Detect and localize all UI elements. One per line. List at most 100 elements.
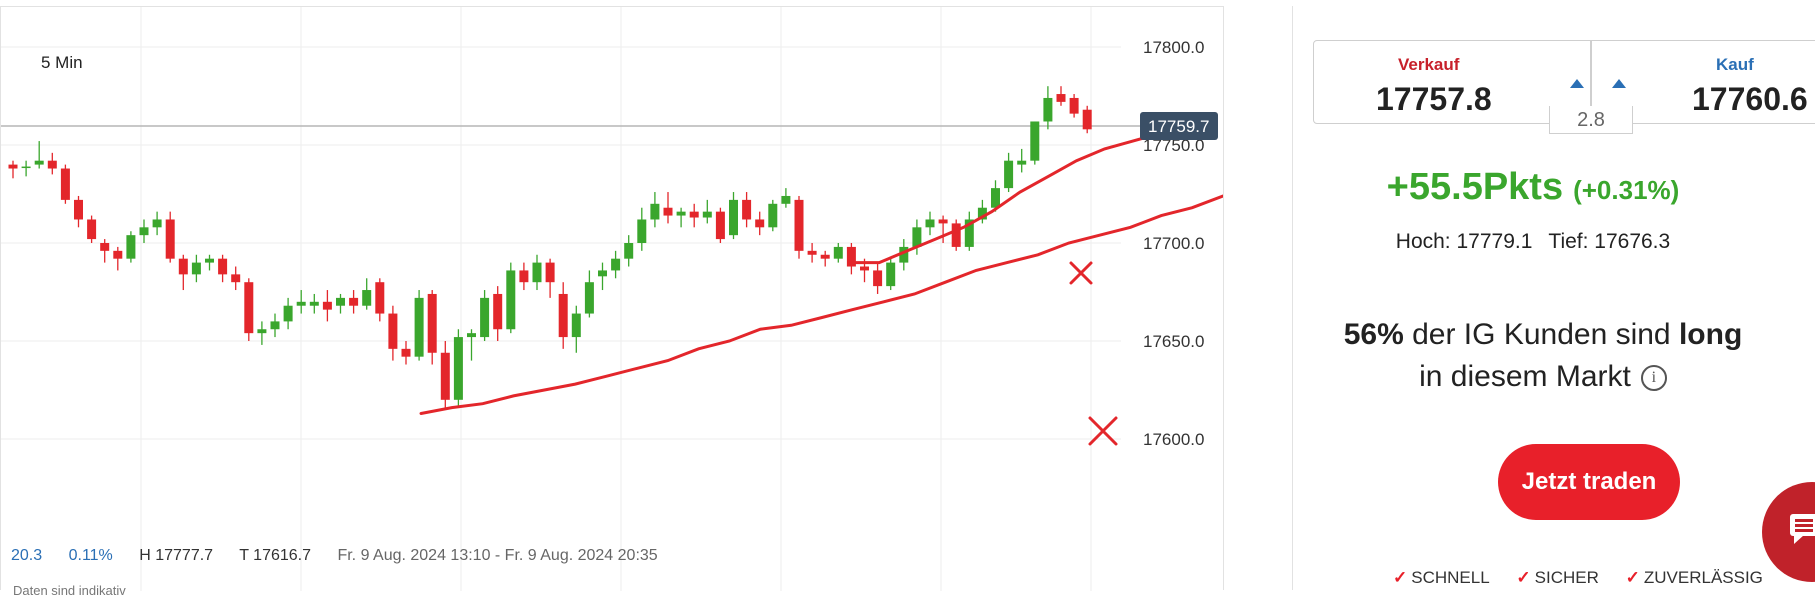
candle-down bbox=[440, 352, 450, 400]
candle-up bbox=[414, 297, 424, 357]
chat-icon bbox=[1790, 514, 1815, 544]
candle-down bbox=[60, 168, 70, 200]
sell-quote[interactable]: Verkauf 17757.8 bbox=[1313, 40, 1591, 124]
current-price-tag bbox=[1140, 111, 1218, 140]
candle-up bbox=[34, 160, 44, 165]
candle-down bbox=[401, 348, 411, 357]
chat-icon-line bbox=[1795, 529, 1813, 532]
candle-up bbox=[964, 219, 974, 247]
candle-up bbox=[21, 166, 31, 169]
candle-down bbox=[846, 246, 856, 267]
candle-up bbox=[729, 199, 738, 236]
candle-up bbox=[768, 203, 778, 228]
candle-down bbox=[951, 223, 961, 247]
chat-icon-line bbox=[1795, 519, 1813, 522]
candle-down bbox=[100, 243, 110, 251]
candle-down bbox=[388, 313, 398, 349]
y-tick-label: 17600.0 bbox=[1143, 430, 1204, 449]
x-mark bbox=[1069, 261, 1093, 285]
change-percent: (+0.31%) bbox=[1573, 175, 1680, 205]
candle-up bbox=[886, 262, 896, 287]
sentiment-text: der IG Kunden sind bbox=[1403, 318, 1679, 351]
stat-change: 20.3 bbox=[11, 547, 43, 564]
candle-up bbox=[991, 188, 1000, 208]
spread-value: 2.8 bbox=[1549, 106, 1633, 134]
candle-up bbox=[362, 290, 372, 306]
candle-up bbox=[1004, 160, 1014, 189]
stat-low: T 17616.7 bbox=[239, 547, 311, 564]
candle-down bbox=[375, 282, 385, 314]
candle-up bbox=[650, 203, 660, 220]
trade-panel: Verkauf 17757.8 Kauf 17760.6 2.8 +55.5Pk… bbox=[1292, 6, 1815, 590]
candle-up bbox=[296, 301, 306, 306]
buy-price: 17760.6 bbox=[1692, 81, 1808, 117]
candle-down bbox=[807, 250, 817, 255]
sentiment-percent: 56% bbox=[1343, 318, 1404, 351]
candle-down bbox=[873, 270, 883, 287]
candle-down bbox=[519, 270, 529, 283]
candle-down bbox=[742, 199, 752, 220]
candle-up bbox=[833, 246, 843, 259]
sell-price: 17757.8 bbox=[1376, 81, 1492, 117]
current-price-label: 17759.7 bbox=[1148, 117, 1209, 136]
up-triangle-icon bbox=[1612, 79, 1626, 88]
candle-up bbox=[1043, 97, 1053, 122]
candle-up bbox=[571, 313, 581, 338]
candle-up bbox=[336, 297, 345, 306]
candle-down bbox=[820, 254, 830, 259]
candle-up bbox=[611, 258, 621, 271]
candle-down bbox=[938, 219, 948, 224]
price-change: +55.5Pkts (+0.31%) bbox=[1293, 166, 1773, 209]
feature-label: SICHER bbox=[1534, 568, 1599, 587]
candle-up bbox=[925, 219, 935, 228]
timeframe-label[interactable]: 5 Min bbox=[41, 53, 83, 72]
chart-stats: 20.3 0.11% H 17777.7 T 17616.7 Fr. 9 Aug… bbox=[11, 547, 680, 565]
stat-high: H 17777.7 bbox=[139, 547, 214, 564]
overlay-line-fast bbox=[849, 131, 1163, 265]
candle-up bbox=[257, 329, 267, 334]
high-low: Hoch: 17779.1 Tief: 17676.3 bbox=[1293, 230, 1773, 254]
candle-up bbox=[506, 270, 516, 330]
check-icon: ✓ bbox=[1625, 568, 1640, 587]
client-sentiment: 56% der IG Kunden sind long in diesem Ma… bbox=[1293, 314, 1793, 398]
candle-up bbox=[532, 262, 542, 283]
candle-down bbox=[1056, 94, 1066, 102]
candle-up bbox=[283, 305, 293, 322]
candle-down bbox=[322, 301, 332, 310]
candle-down bbox=[558, 293, 568, 338]
chart-panel[interactable]: 17800.0 17750.0 17700.0 17650.0 17600.0 17759… bbox=[0, 6, 1224, 598]
candle-down bbox=[427, 293, 437, 353]
info-icon[interactable]: i bbox=[1640, 365, 1667, 392]
candle-up bbox=[139, 227, 149, 236]
stat-change-pct: 0.11% bbox=[68, 547, 113, 564]
candle-up bbox=[977, 207, 987, 220]
candle-down bbox=[47, 160, 57, 169]
sentiment-direction: long bbox=[1678, 318, 1743, 351]
candle-down bbox=[74, 199, 83, 220]
check-icon: ✓ bbox=[1393, 568, 1408, 587]
candle-down bbox=[1069, 97, 1079, 114]
candle-down bbox=[165, 219, 175, 259]
candle-down bbox=[231, 274, 241, 283]
disclaimer: Daten sind indikativ bbox=[13, 583, 126, 598]
candle-up bbox=[270, 321, 280, 330]
candle-up bbox=[584, 282, 594, 314]
feature-label: SCHNELL bbox=[1411, 568, 1490, 587]
y-tick-label: 17650.0 bbox=[1143, 332, 1204, 351]
candle-up bbox=[702, 211, 712, 218]
check-icon: ✓ bbox=[1516, 568, 1531, 587]
trade-now-button[interactable]: Jetzt traden bbox=[1498, 444, 1680, 520]
candle-up bbox=[453, 337, 463, 400]
candle-up bbox=[912, 227, 922, 247]
candle-up bbox=[191, 262, 201, 275]
day-low: Tief: 17676.3 bbox=[1548, 230, 1671, 253]
candle-up bbox=[467, 333, 476, 338]
overlay-line-slow bbox=[419, 194, 1223, 415]
feature-fast: ✓ SCHNELL bbox=[1393, 568, 1490, 587]
candle-down bbox=[493, 293, 503, 330]
features-list: ✓ SCHNELL ✓ SICHER ✓ ZUVERLÄSSIG bbox=[1393, 568, 1785, 588]
candle-up bbox=[598, 270, 607, 277]
candlestick-chart[interactable]: 17800.0 17750.0 17700.0 17650.0 17600.0 17759… bbox=[1, 7, 1223, 591]
candle-up bbox=[1017, 160, 1027, 165]
candle-down bbox=[715, 211, 725, 240]
